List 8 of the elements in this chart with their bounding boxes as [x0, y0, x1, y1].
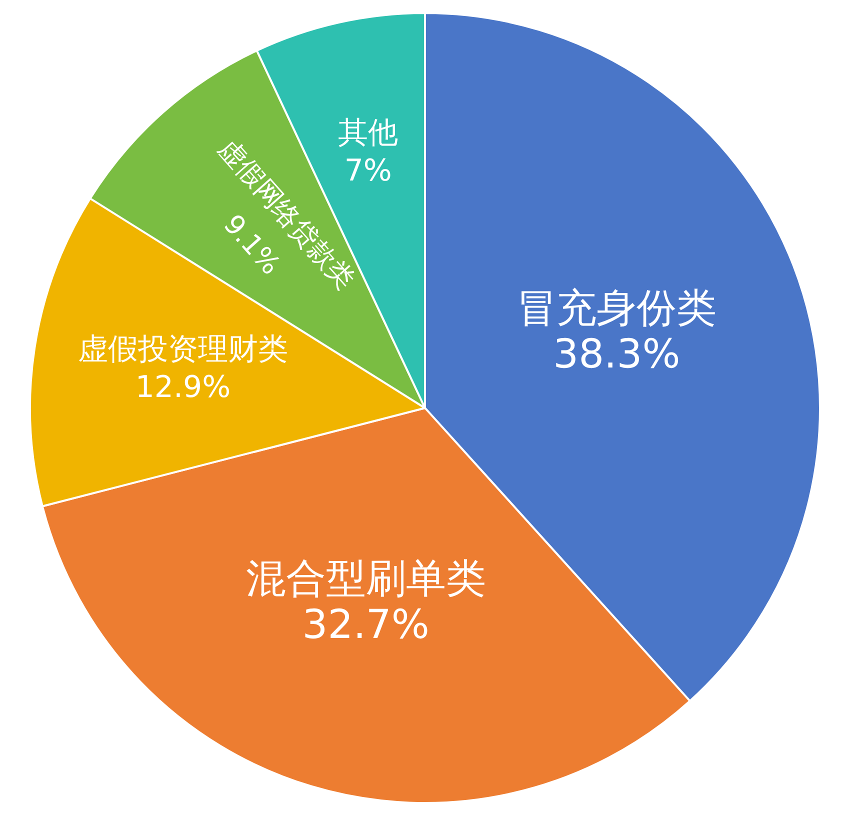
slice-label: 混合型刷单类 — [246, 556, 486, 602]
slice-label: 虚假投资理财类 — [78, 332, 288, 368]
data-label: 7% — [344, 153, 392, 188]
data-label: 32.7% — [302, 602, 430, 648]
data-label: 38.3% — [553, 332, 680, 378]
slice-label: 冒充身份类 — [516, 286, 717, 332]
data-label: 12.9% — [135, 370, 231, 406]
slice-label: 其他 — [338, 115, 398, 150]
